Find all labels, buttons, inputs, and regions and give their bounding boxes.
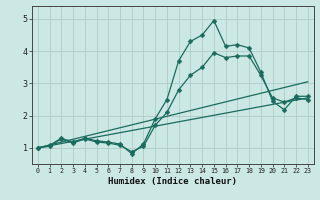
X-axis label: Humidex (Indice chaleur): Humidex (Indice chaleur) <box>108 177 237 186</box>
